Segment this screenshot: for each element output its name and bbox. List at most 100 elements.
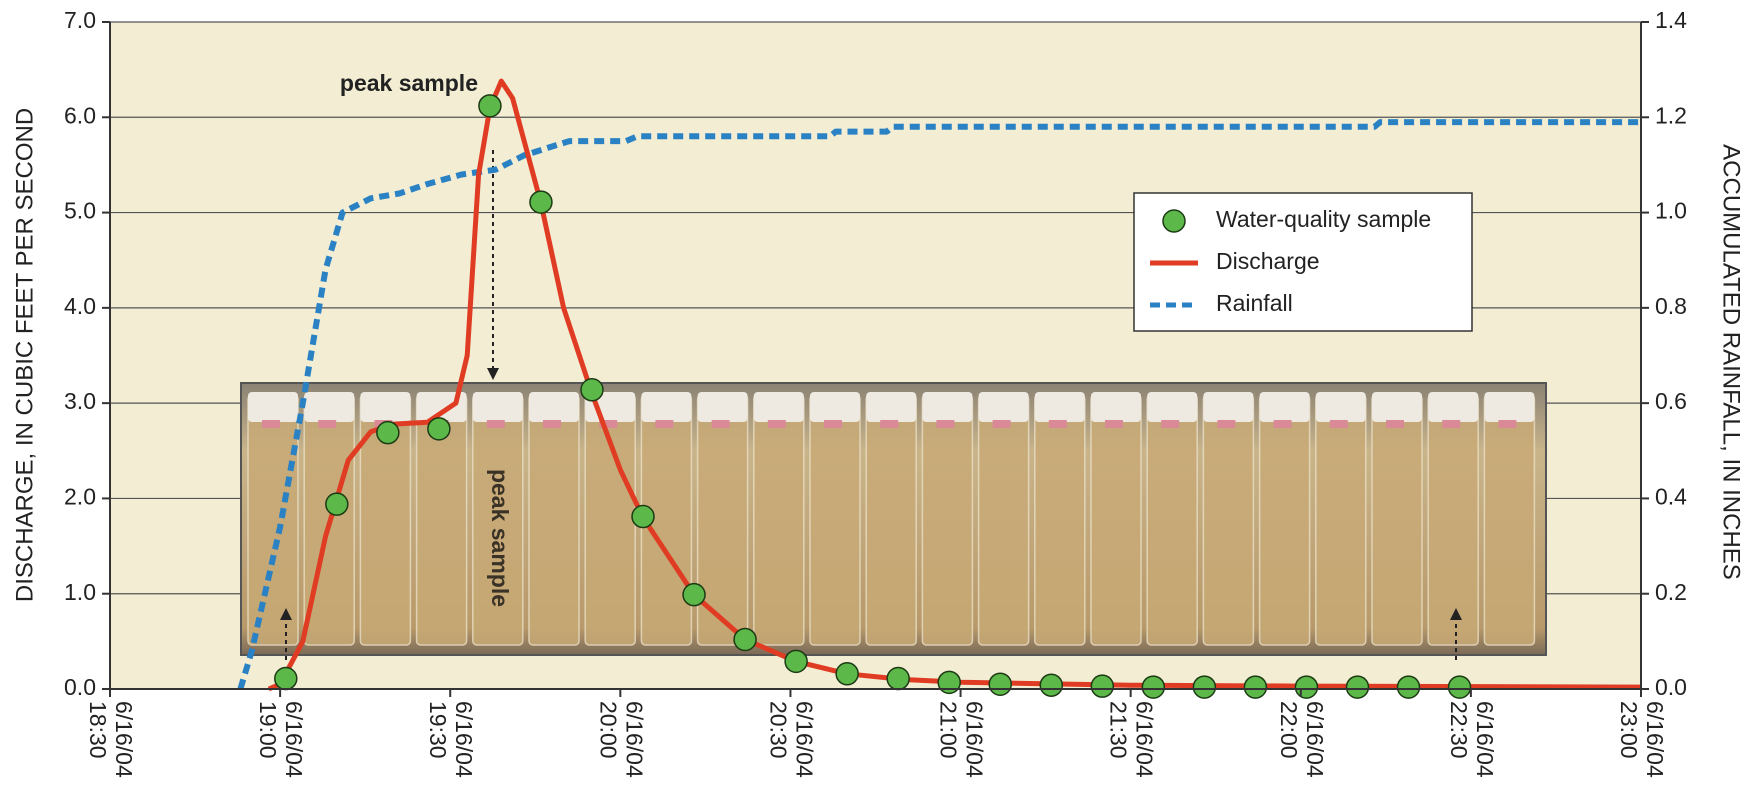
x-tick-label: 6/16/0421:30 [1106,701,1158,778]
vial-label [1049,420,1067,428]
sample-marker [1142,676,1164,698]
x-tick-label: 6/16/0420:00 [595,701,647,778]
sample-marker [632,506,654,528]
vial [1316,395,1366,645]
sample-marker [377,422,399,444]
vial [754,395,804,645]
sample-marker [734,628,756,650]
sample-marker [275,668,297,690]
vial-label [936,420,954,428]
sample-marker [1193,676,1215,698]
sample-marker [581,379,603,401]
vial [529,395,579,645]
y-tick-label: 5.0 [64,198,96,224]
vial-cap [473,392,523,422]
y2-tick-label: 1.4 [1655,7,1687,33]
y-tick-label: 4.0 [64,293,96,319]
vial-label [824,420,842,428]
y2-tick-label: 0.8 [1655,293,1687,319]
sample-marker [785,650,807,672]
vial [1260,395,1310,645]
vial-label [1442,420,1460,428]
vial-label [318,420,336,428]
vial-label [655,420,673,428]
peak-annotation: peak sample [340,70,478,96]
y2-tick-label: 0.6 [1655,388,1687,414]
vial-cap [1260,392,1310,422]
vial [1147,395,1197,645]
vial-cap [1484,392,1534,422]
vial-cap [810,392,860,422]
x-tick-label: 6/16/0418:30 [85,701,137,778]
vial [1484,395,1534,645]
vial [866,395,916,645]
y-tick-label: 1.0 [64,579,96,605]
legend-label: Discharge [1216,248,1320,274]
y-tick-label: 6.0 [64,102,96,128]
y2-tick-label: 0.4 [1655,484,1687,510]
vial [585,395,635,645]
y2-tick-label: 1.0 [1655,198,1687,224]
chart: peak sample peak sample DISCHARGE, IN CU… [0,0,1756,794]
y2-axis-title: ACCUMULATED RAINFALL, IN INCHES [1718,144,1745,580]
sample-marker [989,673,1011,695]
x-tick-label: 6/16/0422:30 [1446,701,1498,778]
sample-marker [1091,675,1113,697]
sample-marker [1040,674,1062,696]
photo-annotation: peak sample [487,469,513,607]
y-tick-label: 3.0 [64,388,96,414]
vial-cap [698,392,748,422]
x-tick-label: 6/16/0420:30 [765,701,817,778]
y-tick-label: 0.0 [64,674,96,700]
vial-label [768,420,786,428]
x-tick-label: 6/16/0423:00 [1616,701,1668,778]
vial-label [1105,420,1123,428]
x-tick-label: 6/16/0419:30 [425,701,477,778]
sample-marker [326,493,348,515]
vial-cap [304,392,354,422]
vial-cap [1091,392,1141,422]
vial-cap [754,392,804,422]
vial-label [1217,420,1235,428]
vial-label [262,420,280,428]
vial-cap [641,392,691,422]
x-tick-label: 6/16/0419:00 [255,701,307,778]
vial-cap [1428,392,1478,422]
vial-cap [866,392,916,422]
vial-label [712,420,730,428]
legend-label: Rainfall [1216,290,1293,316]
sample-marker [887,668,909,690]
sample-marker [530,191,552,213]
y-axis-title: DISCHARGE, IN CUBIC FEET PER SECOND [11,108,38,602]
vial-label [1386,420,1404,428]
vial [1372,395,1422,645]
vial-label [487,420,505,428]
x-tick-label: 6/16/0421:00 [935,701,987,778]
vial-label [993,420,1011,428]
sample-marker [1449,676,1471,698]
vial [248,395,298,645]
vial-cap [529,392,579,422]
vial [810,395,860,645]
vial-cap [1147,392,1197,422]
vial-cap [1035,392,1085,422]
y2-tick-label: 0.2 [1655,579,1687,605]
sample-marker [479,95,501,117]
y-tick-label: 7.0 [64,7,96,33]
vial-label [1330,420,1348,428]
sample-marker [683,584,705,606]
vial-label [1274,420,1292,428]
vial-cap [1372,392,1422,422]
vial [1035,395,1085,645]
sample-marker [836,663,858,685]
vial-cap [979,392,1029,422]
sample-marker [1398,676,1420,698]
vial-label [1498,420,1516,428]
vial-label [1161,420,1179,428]
legend-label: Water-quality sample [1216,206,1431,232]
vial-label [880,420,898,428]
vial [1203,395,1253,645]
y-tick-label: 2.0 [64,484,96,510]
y2-tick-label: 0.0 [1655,674,1687,700]
sample-marker [1295,676,1317,698]
